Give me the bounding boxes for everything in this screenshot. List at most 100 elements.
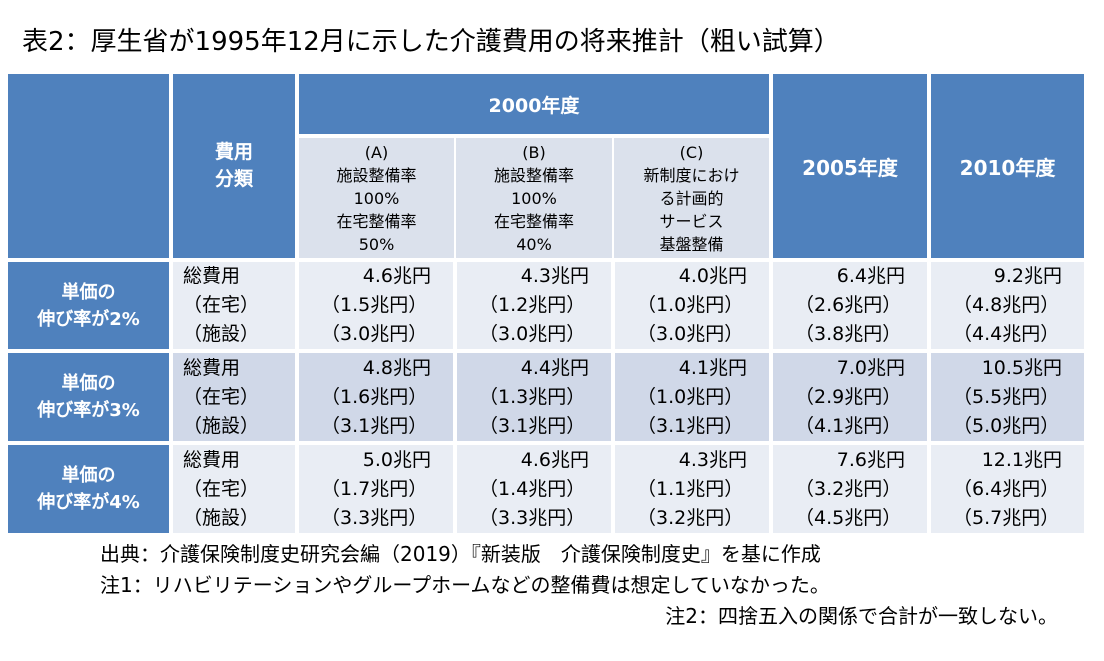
item-label-facility: （施設） <box>183 414 260 437</box>
value-total: 7.6兆円 <box>836 448 905 471</box>
value-total: 12.1兆円 <box>981 448 1062 471</box>
value-home: （1.1兆円） <box>637 477 744 500</box>
value-total: 6.4兆円 <box>836 265 905 287</box>
value-facility: （3.8兆円） <box>795 323 902 345</box>
source-note: 出典：介護保険制度史研究会編（2019）『新装版 介護保険制度史』を基に作成 <box>100 542 821 566</box>
item-label-total: 総費用 <box>183 448 241 471</box>
item-label-facility: （施設） <box>183 323 260 345</box>
value-facility: （3.1兆円） <box>637 414 744 437</box>
value-home: （1.2兆円） <box>479 294 586 316</box>
cell-4pct-2010: 12.1兆円 （6.4兆円） （5.7兆円） <box>927 441 1084 533</box>
scenario-desc: 施設整備率 100% 在宅整備率 50% <box>336 165 417 254</box>
value-total: 4.4兆円 <box>520 356 589 379</box>
item-label-total: 総費用 <box>183 356 241 379</box>
value-total: 4.3兆円 <box>678 448 747 471</box>
value-facility: （3.2兆円） <box>637 506 744 529</box>
value-facility: （3.3兆円） <box>321 506 428 529</box>
value-home: （1.5兆円） <box>321 294 428 316</box>
value-total: 7.0兆円 <box>836 356 905 379</box>
value-home: （2.6兆円） <box>795 294 902 316</box>
item-label-total: 総費用 <box>183 265 241 287</box>
value-facility: （3.0兆円） <box>321 323 428 345</box>
value-total: 9.2兆円 <box>993 265 1062 287</box>
value-facility: （3.0兆円） <box>479 323 586 345</box>
cell-4pct-2005: 7.6兆円 （3.2兆円） （4.5兆円） <box>769 441 929 533</box>
row-label-4pct: 単価の 伸び率が4% <box>8 441 171 533</box>
cell-3pct-b: 4.4兆円 （1.3兆円） （3.1兆円） <box>453 349 613 443</box>
scenario-c: (C) 新制度におけ る計画的 サービス 基盤整備 <box>612 134 771 260</box>
cell-4pct-a: 5.0兆円 （1.7兆円） （3.3兆円） <box>295 441 455 533</box>
header-2005: 2005年度 <box>769 74 929 260</box>
scenario-desc: 施設整備率 100% 在宅整備率 40% <box>493 165 574 254</box>
value-total: 4.6兆円 <box>362 265 431 287</box>
note-1: 注1：リハビリテーションやグループホームなどの整備費は想定していなかった。 <box>100 573 830 597</box>
cell-2pct-2005: 6.4兆円 （2.6兆円） （3.8兆円） <box>769 258 929 351</box>
item-label-home: （在宅） <box>183 385 260 408</box>
row-label-line: 単価の <box>61 465 116 486</box>
value-home: （3.2兆円） <box>795 477 902 500</box>
cell-2pct-c: 4.0兆円 （1.0兆円） （3.0兆円） <box>611 258 771 351</box>
value-facility: （3.0兆円） <box>637 323 744 345</box>
page-title: 表2：厚生省が1995年12月に示した介護費用の将来推計（粗い試算） <box>22 27 840 57</box>
item-label-home: （在宅） <box>183 477 260 500</box>
scenario-tag: (B) <box>522 142 546 162</box>
value-total: 4.1兆円 <box>678 356 747 379</box>
cell-2pct-b: 4.3兆円 （1.2兆円） （3.0兆円） <box>453 258 613 351</box>
value-total: 4.3兆円 <box>520 265 589 287</box>
value-total: 5.0兆円 <box>362 448 431 471</box>
item-label-home: （在宅） <box>183 294 260 316</box>
header-2010: 2010年度 <box>927 74 1084 260</box>
value-total: 10.5兆円 <box>981 356 1062 379</box>
item-label-facility: （施設） <box>183 506 260 529</box>
row-label-3pct: 単価の 伸び率が3% <box>8 349 171 443</box>
cell-4pct-b: 4.6兆円 （1.4兆円） （3.3兆円） <box>453 441 613 533</box>
value-facility: （5.7兆円） <box>953 506 1060 529</box>
value-total: 4.0兆円 <box>678 265 747 287</box>
row-label-line: 単価の <box>61 373 116 394</box>
row-label-line: 単価の <box>61 281 116 303</box>
value-total: 4.6兆円 <box>520 448 589 471</box>
value-home: （1.6兆円） <box>321 385 428 408</box>
value-facility: （3.1兆円） <box>321 414 428 437</box>
value-home: （1.0兆円） <box>637 385 744 408</box>
row-label-2pct: 単価の 伸び率が2% <box>8 258 171 351</box>
value-home: （1.4兆円） <box>479 477 586 500</box>
scenario-tag: (C) <box>679 142 704 162</box>
cell-3pct-c: 4.1兆円 （1.0兆円） （3.1兆円） <box>611 349 771 443</box>
cost-estimate-table: 費用 分類 2000年度 2005年度 2010年度 (A) 施設整備率 100… <box>8 74 1084 533</box>
corner-cell <box>8 74 171 260</box>
value-facility: （3.1兆円） <box>479 414 586 437</box>
scenario-tag: (A) <box>364 142 389 162</box>
item-labels: 総費用 （在宅） （施設） <box>169 258 297 351</box>
row-label-line: 伸び率が3% <box>37 400 140 421</box>
value-facility: （4.5兆円） <box>795 506 902 529</box>
item-labels: 総費用 （在宅） （施設） <box>169 441 297 533</box>
scenario-a: (A) 施設整備率 100% 在宅整備率 50% <box>295 134 455 260</box>
scenario-desc: 新制度におけ る計画的 サービス 基盤整備 <box>643 165 740 254</box>
value-facility: （4.4兆円） <box>953 323 1060 345</box>
value-facility: （4.1兆円） <box>795 414 902 437</box>
note-2: 注2：四捨五入の関係で合計が一致しない。 <box>665 604 1058 628</box>
value-home: （5.5兆円） <box>953 385 1060 408</box>
cell-2pct-a: 4.6兆円 （1.5兆円） （3.0兆円） <box>295 258 455 351</box>
value-home: （1.0兆円） <box>637 294 744 316</box>
item-labels: 総費用 （在宅） （施設） <box>169 349 297 443</box>
value-home: （2.9兆円） <box>795 385 902 408</box>
row-label-line: 伸び率が4% <box>37 492 140 513</box>
cell-2pct-2010: 9.2兆円 （4.8兆円） （4.4兆円） <box>927 258 1084 351</box>
scenario-b: (B) 施設整備率 100% 在宅整備率 40% <box>454 134 613 260</box>
cell-3pct-2005: 7.0兆円 （2.9兆円） （4.1兆円） <box>769 349 929 443</box>
row-label-line: 伸び率が2% <box>37 308 140 330</box>
cell-4pct-c: 4.3兆円 （1.1兆円） （3.2兆円） <box>611 441 771 533</box>
header-category: 費用 分類 <box>169 74 297 260</box>
cell-3pct-a: 4.8兆円 （1.6兆円） （3.1兆円） <box>295 349 455 443</box>
value-home: （4.8兆円） <box>953 294 1060 316</box>
value-home: （1.7兆円） <box>321 477 428 500</box>
cell-3pct-2010: 10.5兆円 （5.5兆円） （5.0兆円） <box>927 349 1084 443</box>
value-total: 4.8兆円 <box>362 356 431 379</box>
value-facility: （5.0兆円） <box>953 414 1060 437</box>
header-2000: 2000年度 <box>295 74 771 136</box>
value-home: （1.3兆円） <box>479 385 586 408</box>
value-home: （6.4兆円） <box>953 477 1060 500</box>
value-facility: （3.3兆円） <box>479 506 586 529</box>
